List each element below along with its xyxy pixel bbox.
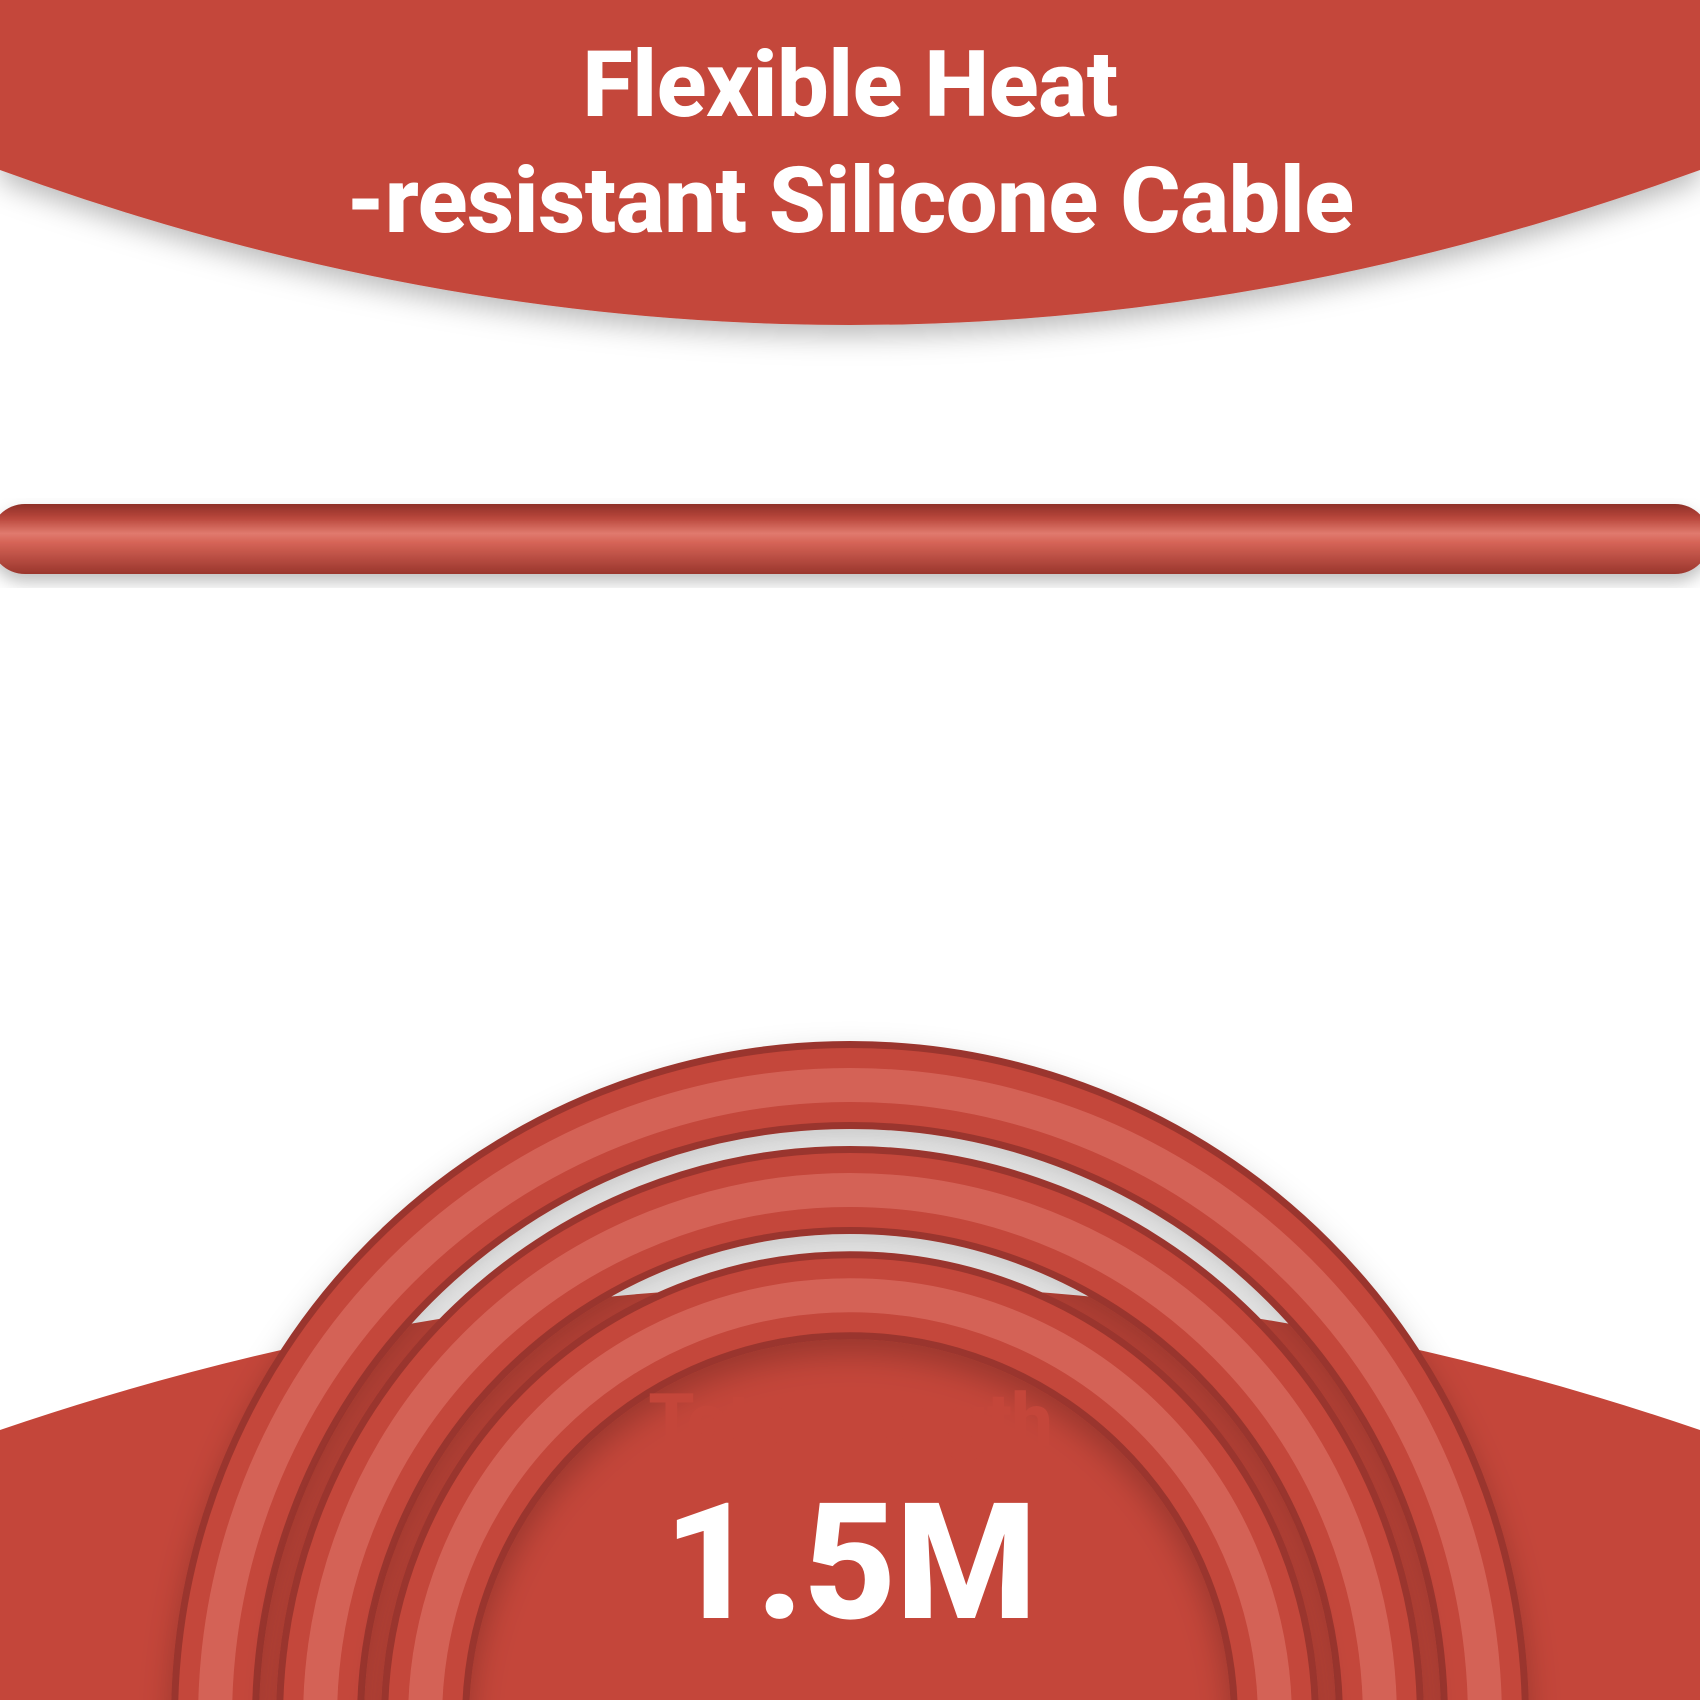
length-label: Total Length: [0, 1378, 1700, 1465]
straight-cable-segment: [0, 498, 1700, 570]
header-title-line2: -resistant Silicone Cable: [0, 148, 1700, 255]
length-value: 1.5M: [0, 1468, 1700, 1658]
header-banner: Flexible Heat -resistant Silicone Cable: [0, 0, 1700, 360]
product-infographic: Flexible Heat -resistant Silicone Cable: [0, 0, 1700, 1700]
header-title-line1: Flexible Heat: [0, 32, 1700, 139]
